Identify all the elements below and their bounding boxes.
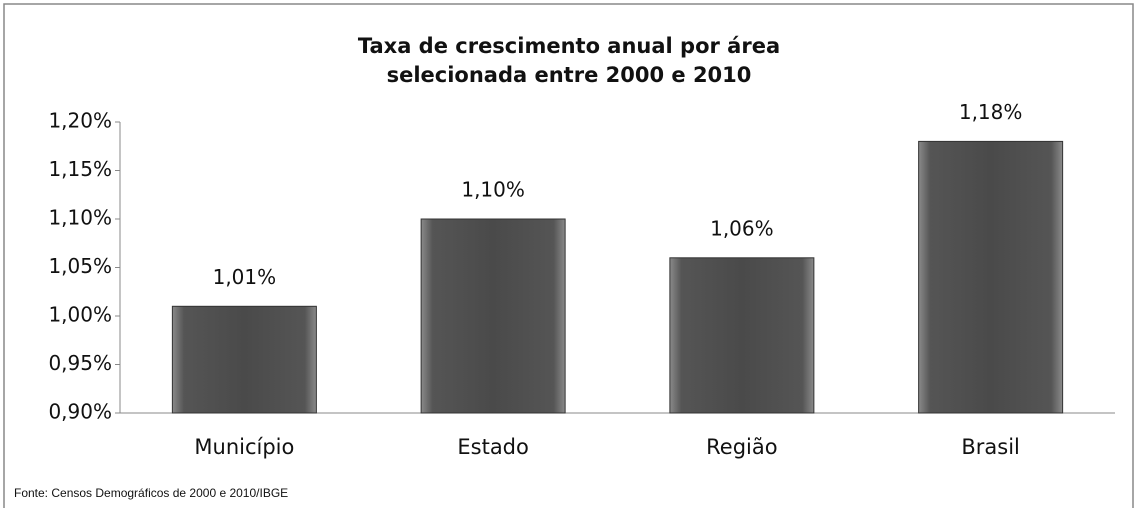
value-label: 1,01% xyxy=(213,265,277,289)
y-tick-label: 1,20% xyxy=(48,109,112,133)
chart-title: Taxa de crescimento anual por área xyxy=(358,34,780,58)
value-label: 1,18% xyxy=(959,100,1023,124)
y-tick-label: 1,05% xyxy=(48,254,112,278)
value-label: 1,06% xyxy=(710,216,774,240)
x-tick-label: Município xyxy=(194,435,294,459)
x-tick-label: Estado xyxy=(457,435,529,459)
x-tick-label: Região xyxy=(706,435,777,459)
bar xyxy=(171,305,317,414)
value-label: 1,10% xyxy=(461,178,525,202)
y-tick-label: 0,90% xyxy=(48,400,112,424)
x-tick-label: Brasil xyxy=(961,435,1020,459)
bar xyxy=(420,218,566,414)
y-tick-label: 1,10% xyxy=(48,206,112,230)
y-tick-label: 1,15% xyxy=(48,157,112,181)
source-note: Fonte: Censos Demográficos de 2000 e 201… xyxy=(14,486,288,500)
y-tick-label: 0,95% xyxy=(48,351,112,375)
y-tick-label: 1,00% xyxy=(48,303,112,327)
chart-title: selecionada entre 2000 e 2010 xyxy=(387,63,752,87)
bar xyxy=(669,257,815,414)
bar xyxy=(918,140,1064,414)
